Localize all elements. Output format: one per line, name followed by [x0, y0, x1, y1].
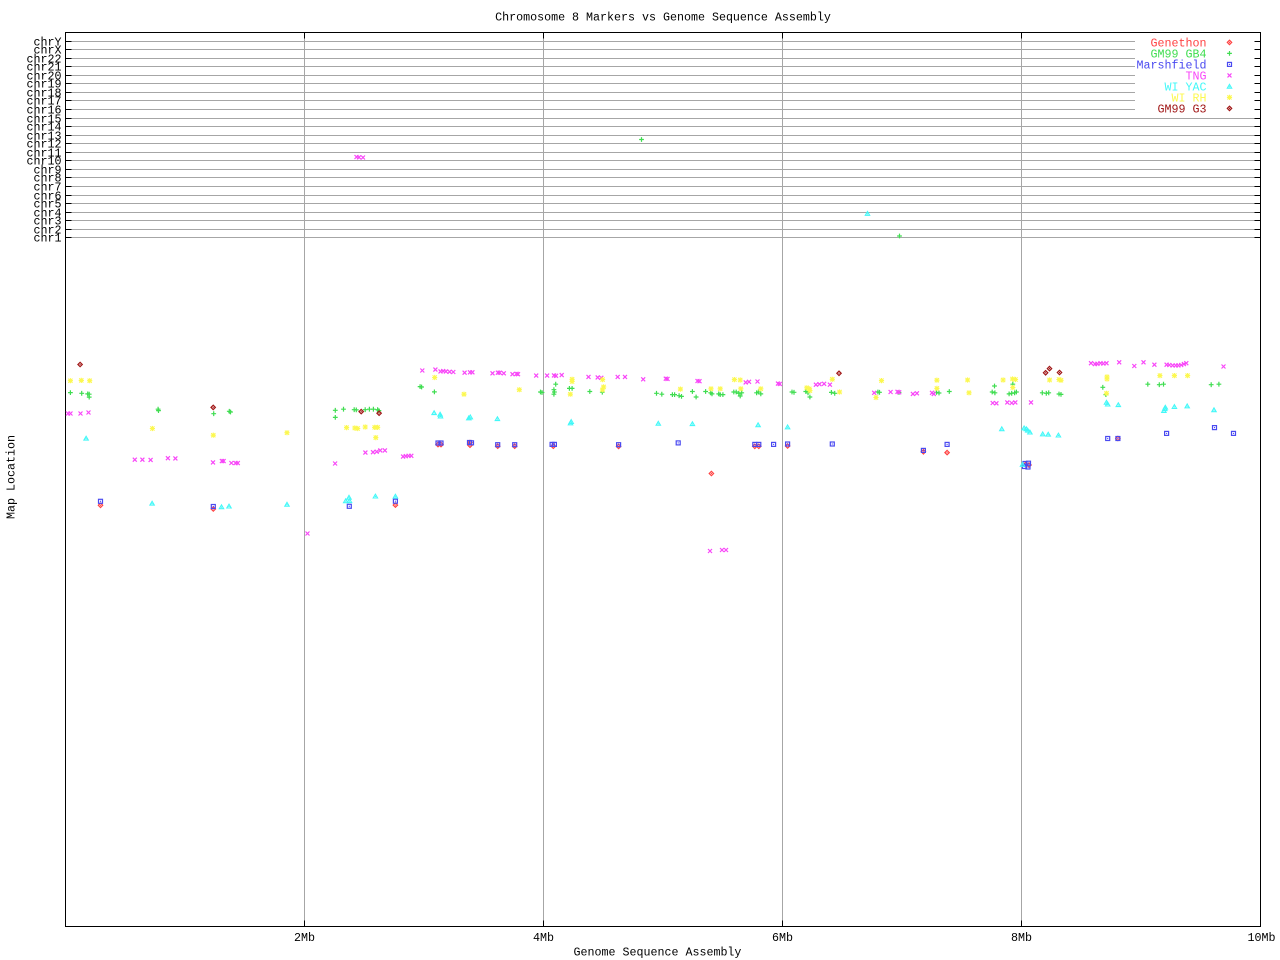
svg-text:chr11: chr11 [27, 147, 62, 161]
svg-text:chr8: chr8 [34, 172, 62, 186]
svg-text:chr3: chr3 [34, 215, 62, 229]
svg-text:Genethon: Genethon [1151, 36, 1207, 50]
svg-text:chr2: chr2 [34, 224, 62, 238]
svg-text:Chromosome 8 Markers vs Genome: Chromosome 8 Markers vs Genome Sequence … [495, 11, 831, 25]
svg-text:Marshfield: Marshfield [1137, 58, 1207, 72]
svg-text:chr20: chr20 [27, 70, 62, 84]
svg-text:6Mb: 6Mb [772, 931, 793, 945]
svg-text:chr16: chr16 [27, 104, 62, 118]
svg-text:chr21: chr21 [27, 61, 62, 75]
svg-text:chr10: chr10 [27, 155, 62, 169]
svg-text:GM99 G3: GM99 G3 [1158, 102, 1207, 116]
svg-text:chr14: chr14 [27, 121, 62, 135]
svg-text:chr4: chr4 [34, 207, 62, 221]
svg-text:WI RH: WI RH [1172, 91, 1207, 105]
svg-text:chrY: chrY [34, 36, 62, 50]
svg-text:chr1: chr1 [34, 232, 62, 246]
svg-text:chr15: chr15 [27, 113, 62, 127]
svg-text:chr12: chr12 [27, 138, 62, 152]
svg-text:2Mb: 2Mb [294, 931, 315, 945]
svg-text:chr19: chr19 [27, 78, 62, 92]
svg-text:chr13: chr13 [27, 130, 62, 144]
svg-text:4Mb: 4Mb [533, 931, 554, 945]
svg-text:Map Location: Map Location [5, 435, 19, 519]
svg-text:GM99 GB4: GM99 GB4 [1151, 47, 1207, 61]
svg-text:WI YAC: WI YAC [1165, 80, 1207, 94]
svg-text:chr6: chr6 [34, 190, 62, 204]
svg-text:chr17: chr17 [27, 95, 62, 109]
svg-text:TNG: TNG [1186, 69, 1207, 83]
svg-text:chr5: chr5 [34, 198, 62, 212]
svg-text:chrX: chrX [34, 44, 62, 58]
svg-text:chr18: chr18 [27, 87, 62, 101]
svg-text:10Mb: 10Mb [1248, 931, 1276, 945]
svg-text:chr9: chr9 [34, 164, 62, 178]
svg-text:chr22: chr22 [27, 53, 62, 67]
svg-text:8Mb: 8Mb [1011, 931, 1032, 945]
svg-text:chr7: chr7 [34, 181, 62, 195]
svg-text:Genome Sequence Assembly: Genome Sequence Assembly [574, 946, 742, 960]
